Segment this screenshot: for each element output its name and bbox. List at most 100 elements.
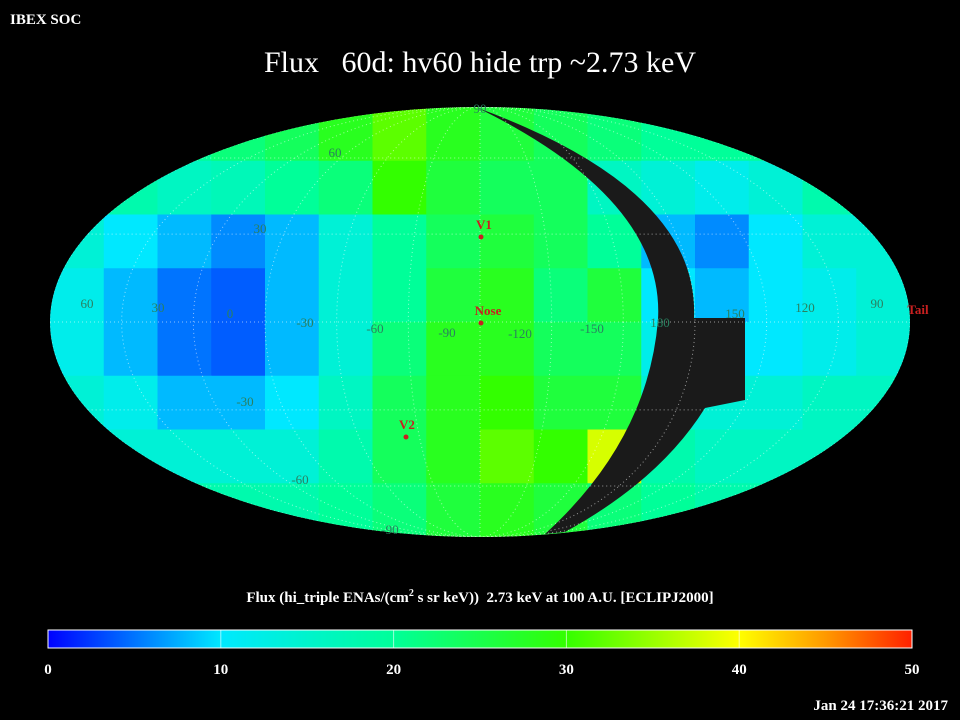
flux-cell xyxy=(748,268,803,323)
flux-cell xyxy=(265,107,320,162)
flux-cell xyxy=(103,483,158,537)
flux-cell xyxy=(265,375,320,430)
latitude-label: -60 xyxy=(291,472,308,487)
meridian xyxy=(407,107,553,537)
flux-cell xyxy=(318,375,373,430)
flux-cell xyxy=(50,322,105,377)
flux-cell xyxy=(211,214,266,269)
flux-cell xyxy=(211,483,266,537)
longitude-label: -30 xyxy=(296,315,313,330)
flux-cell xyxy=(695,160,750,215)
flux-cell xyxy=(480,483,535,537)
longitude-label: 180 xyxy=(650,315,670,330)
flux-cell xyxy=(533,268,588,323)
flux-cell xyxy=(426,429,481,484)
flux-cell xyxy=(103,429,158,484)
flux-cell xyxy=(211,322,266,377)
flux-cell xyxy=(802,429,857,484)
colorbar-tick-label: 0 xyxy=(44,662,52,678)
longitude-label: 90 xyxy=(871,296,884,311)
flux-cell xyxy=(211,160,266,215)
latitude-label: 90 xyxy=(474,101,487,116)
flux-cell xyxy=(856,483,910,537)
flux-cell xyxy=(157,214,212,269)
flux-cell xyxy=(802,483,857,537)
flux-cell xyxy=(802,322,857,377)
flux-cell xyxy=(856,214,910,269)
colorbar-tick-label: 10 xyxy=(213,662,228,678)
flux-cell xyxy=(372,322,427,377)
flux-cell xyxy=(480,429,535,484)
flux-cell xyxy=(157,107,212,162)
flux-cell xyxy=(103,107,158,162)
marker-label: V1 xyxy=(476,217,492,232)
flux-cell xyxy=(372,214,427,269)
flux-cell xyxy=(533,429,588,484)
flux-cell xyxy=(748,160,803,215)
flux-cell xyxy=(318,160,373,215)
timestamp: Jan 24 17:36:21 2017 xyxy=(813,698,948,714)
flux-cell xyxy=(103,322,158,377)
flux-cell xyxy=(587,107,642,162)
flux-cell xyxy=(748,322,803,377)
meridian xyxy=(336,107,624,537)
flux-cell xyxy=(50,160,105,215)
marker-dot xyxy=(478,234,484,240)
colorbar-tick-label: 40 xyxy=(732,662,747,678)
flux-cell xyxy=(587,322,642,377)
flux-cell xyxy=(802,268,857,323)
flux-cell xyxy=(318,322,373,377)
flux-cell xyxy=(641,160,696,215)
flux-cell xyxy=(480,107,535,162)
flux-cell xyxy=(480,322,535,377)
header-label: IBEX SOC xyxy=(10,12,81,28)
flux-cell xyxy=(318,214,373,269)
colorbar-ticks: 0 10 20 30 40 50 xyxy=(44,630,920,678)
flux-cell xyxy=(318,268,373,323)
flux-cell xyxy=(480,214,535,269)
longitude-label: -60 xyxy=(366,321,383,336)
flux-cell xyxy=(426,375,481,430)
flux-cell xyxy=(748,483,803,537)
flux-cell xyxy=(50,268,105,323)
flux-cell xyxy=(103,375,158,430)
flux-cell xyxy=(641,483,696,537)
flux-cell xyxy=(533,322,588,377)
flux-cell xyxy=(856,107,910,162)
flux-cell xyxy=(50,483,105,537)
flux-cell xyxy=(802,160,857,215)
flux-cell xyxy=(533,375,588,430)
flux-map xyxy=(50,107,910,537)
flux-cell xyxy=(426,214,481,269)
longitude-label: 60 xyxy=(81,296,94,311)
flux-cell xyxy=(533,214,588,269)
longitude-label: 30 xyxy=(152,300,165,315)
flux-cell xyxy=(211,107,266,162)
flux-cell xyxy=(265,429,320,484)
map-labels: 60 30 0 -30 -60 -90 -120 -150 180 150 120 90 90 60 30 -… xyxy=(81,101,929,537)
flux-cell xyxy=(695,483,750,537)
flux-cell xyxy=(426,268,481,323)
flux-cell xyxy=(856,429,910,484)
flux-cell xyxy=(372,429,427,484)
flux-cell xyxy=(748,107,803,162)
flux-cell xyxy=(157,483,212,537)
flux-cell xyxy=(50,214,105,269)
flux-cell xyxy=(426,107,481,162)
flux-cell xyxy=(211,268,266,323)
colorbar-tick-label: 50 xyxy=(905,662,920,678)
flux-cell xyxy=(426,322,481,377)
longitude-label: 0 xyxy=(227,306,234,321)
flux-cell xyxy=(587,268,642,323)
flux-cell xyxy=(372,375,427,430)
flux-cell xyxy=(50,107,105,162)
marker-dot xyxy=(403,434,409,440)
no-data-region xyxy=(478,108,745,534)
flux-cell xyxy=(802,214,857,269)
flux-cell xyxy=(50,429,105,484)
flux-cell xyxy=(157,429,212,484)
latitude-label: 60 xyxy=(329,145,342,160)
flux-cell xyxy=(103,214,158,269)
flux-cell xyxy=(802,107,857,162)
